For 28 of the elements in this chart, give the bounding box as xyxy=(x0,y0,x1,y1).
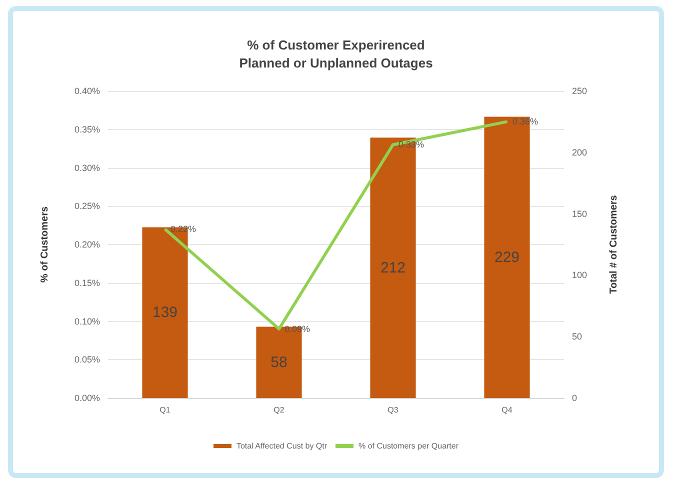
y2-tick-label: 250 xyxy=(572,86,588,96)
y-tick-label: 0.20% xyxy=(74,240,100,250)
y-tick-label: 0.35% xyxy=(74,124,100,134)
x-tick-label: Q4 xyxy=(502,406,513,414)
data-label: 229 xyxy=(494,248,520,266)
y-tick-label: 0.30% xyxy=(74,162,100,173)
y2-axis-title: Total # of Customers xyxy=(608,194,620,294)
y-tick-label: 0.40% xyxy=(74,86,100,96)
x-tick-label: Q2 xyxy=(274,406,285,414)
data-label: 139 xyxy=(152,304,178,322)
y2-tick-label: 100 xyxy=(572,270,588,280)
data-label: 212 xyxy=(380,259,406,276)
y2-tick-label: 50 xyxy=(572,332,582,342)
x-tick-label: Q1 xyxy=(160,406,171,414)
y2-tick-label: 0 xyxy=(572,393,578,403)
legend-label: % of Customers per Quarter xyxy=(358,442,459,450)
data-label: 58 xyxy=(270,354,288,371)
y-tick-label: 0.15% xyxy=(74,278,100,288)
y2-tick-label: 200 xyxy=(572,147,588,158)
chart-title: % of Customer Experirenced Planned or Unplanned Outages xyxy=(239,38,433,70)
legend-label: Total Affected Cust by Qtr xyxy=(236,442,328,450)
y-tick-label: 0.10% xyxy=(74,316,100,326)
x-tick-label: Q3 xyxy=(388,406,399,414)
y-tick-label: 0.00% xyxy=(74,393,100,403)
y-tick-label: 0.05% xyxy=(74,354,100,365)
y-tick-label: 0.25% xyxy=(74,201,100,212)
y2-tick-label: 150 xyxy=(572,208,588,219)
y-axis-title: % of Customers xyxy=(40,206,50,283)
